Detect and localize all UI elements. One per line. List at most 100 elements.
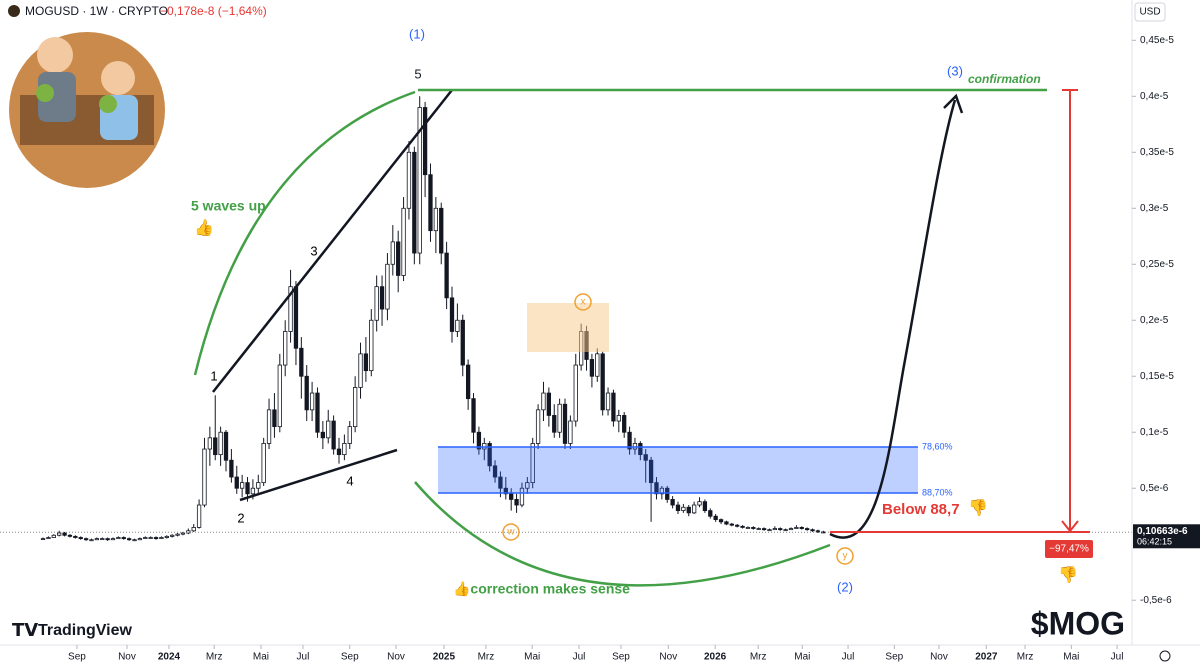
avatar-coconut	[99, 95, 117, 113]
fib-zone	[438, 447, 918, 493]
candle-body	[406, 151, 412, 209]
candle-body	[272, 409, 277, 428]
wave-label: (1)	[409, 26, 425, 41]
candle-body	[810, 529, 815, 532]
wave-label: (2)	[837, 579, 853, 594]
candle-body	[740, 525, 745, 528]
candle-body	[191, 527, 196, 532]
candle-body	[654, 482, 659, 495]
candle-body	[638, 443, 643, 456]
candle-body	[385, 263, 390, 310]
annotation: 👍correction makes sense	[453, 581, 630, 598]
change: −0,178e-8 (−1,64%)	[160, 4, 267, 18]
x-tick-label: Nov	[118, 652, 136, 663]
candle-body	[804, 528, 810, 531]
candle-body	[229, 459, 234, 478]
annotations: (1) 5 (3) confirmation 5 waves up 👍 1 2 …	[191, 26, 1125, 641]
x-tick-label: 2026	[704, 652, 727, 663]
candle-body	[164, 535, 169, 538]
candle-body	[245, 482, 250, 495]
candle-body	[616, 415, 621, 422]
x-tick-label: Mrz	[750, 652, 767, 663]
fib-label: 78,60%	[922, 441, 953, 451]
candle-body	[670, 499, 675, 506]
candle-body	[735, 524, 740, 527]
candle-body	[396, 241, 401, 276]
y-tick-label: 0,45e-5	[1140, 35, 1174, 46]
candle-body	[708, 510, 713, 517]
candle-body	[627, 431, 632, 450]
wave-label: 5	[414, 66, 421, 81]
x-tick-label: Sep	[885, 652, 903, 663]
candle-body	[519, 487, 525, 506]
x-tick-label: Sep	[612, 652, 630, 663]
candle-body	[622, 415, 627, 433]
candle-body	[761, 528, 767, 531]
candle-body	[503, 487, 508, 495]
currency-box[interactable]	[1134, 2, 1166, 22]
candle-body	[648, 459, 654, 484]
candle-body	[159, 537, 164, 540]
candle-body	[546, 392, 552, 416]
candle-body	[180, 532, 186, 535]
candle-body	[778, 528, 783, 531]
settings-icon[interactable]	[1159, 650, 1171, 662]
x-tick-label: Mai	[253, 652, 269, 663]
symbol[interactable]: MOGUSD · 1W · CRYPTO	[25, 4, 168, 18]
candle-body	[681, 506, 686, 512]
y-tick-label: 0,35e-5	[1140, 147, 1174, 158]
countdown: 06:42:15	[1137, 537, 1172, 547]
candle-body	[794, 527, 799, 529]
candle-body	[509, 493, 514, 500]
candle-body	[196, 504, 202, 528]
candle-body	[428, 174, 433, 232]
x-tick-label: Nov	[930, 652, 948, 663]
candle-body	[632, 443, 638, 450]
emoji: 👍	[194, 218, 214, 237]
candle-body	[417, 107, 422, 254]
measure-badge	[1045, 540, 1093, 558]
candle-body	[234, 476, 239, 489]
wave-circle	[502, 523, 520, 541]
candle-body	[379, 286, 385, 310]
candle-body	[535, 409, 541, 444]
candle-body	[283, 331, 288, 366]
candle-body	[724, 521, 729, 525]
wave-arc	[193, 90, 416, 376]
x-tick-label: Mai	[1063, 652, 1079, 663]
candle-body	[78, 537, 83, 540]
avatar	[9, 32, 165, 188]
brand: TradingView	[38, 622, 133, 639]
y-tick-label: 0,25e-5	[1140, 259, 1174, 270]
x-tick-label: Jul	[297, 652, 310, 663]
fib-label: 88,70%	[922, 487, 953, 497]
candle-body	[697, 501, 702, 506]
arrow-head	[943, 93, 964, 114]
candle-body	[557, 403, 562, 433]
candle-body	[121, 537, 126, 540]
y-tick-label: 0,1e-5	[1140, 427, 1169, 438]
emoji: 👎	[1058, 566, 1078, 584]
currency[interactable]: USD	[1139, 7, 1160, 18]
candle-body	[498, 476, 503, 489]
candle-body	[304, 375, 309, 411]
candle-body	[320, 431, 326, 439]
x-tick-label: Jul	[842, 652, 855, 663]
candle-body	[686, 506, 691, 514]
annotation: 5 waves up	[191, 198, 266, 214]
x-tick-label: Nov	[659, 652, 677, 663]
measure-label: −97,47%	[1049, 544, 1089, 555]
candle-body	[487, 443, 492, 467]
y-tick-label: 0,5e-6	[1140, 483, 1169, 494]
y-tick-label: -0,5e-6	[1140, 595, 1172, 606]
y-tick-label: 0,2e-5	[1140, 315, 1169, 326]
candle-body	[562, 403, 568, 444]
candle-body	[788, 528, 794, 531]
candle-body	[288, 286, 293, 332]
candle-body	[600, 353, 605, 411]
candle-body	[266, 409, 272, 444]
x-tick-label: 2025	[433, 652, 456, 663]
candle-body	[89, 539, 94, 542]
candle-body	[525, 482, 530, 489]
candle-body	[492, 465, 498, 478]
